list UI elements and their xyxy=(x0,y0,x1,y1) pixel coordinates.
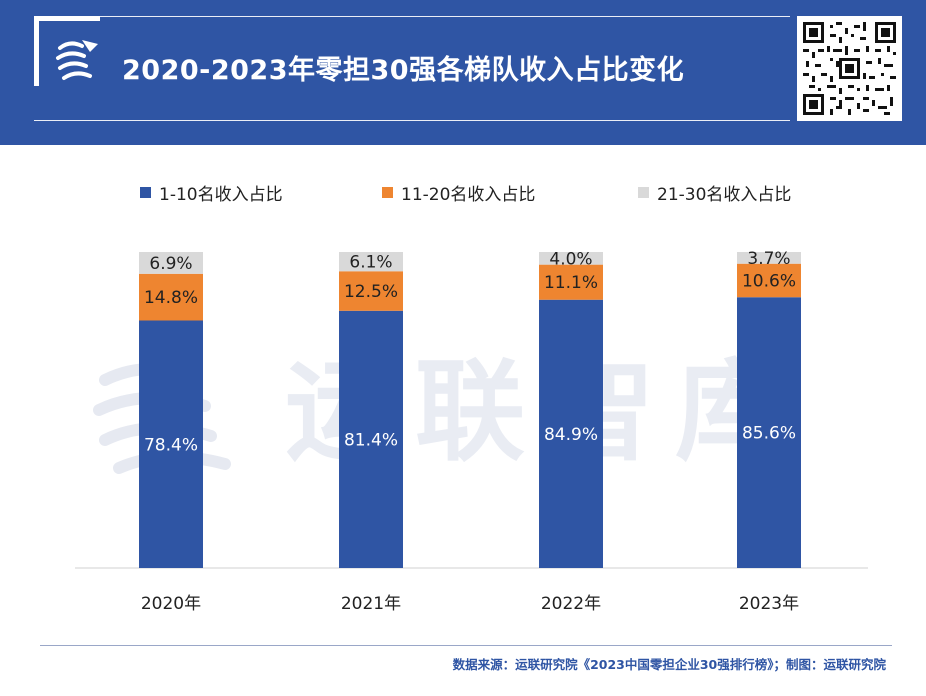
x-tick-label-2: 2021年 xyxy=(341,594,401,614)
legend-item-21-30: 21-30名收入占比 xyxy=(638,180,791,205)
header-banner: 2020-2023年零担30强各梯队收入占比变化 xyxy=(0,0,926,145)
data-label-2-1: 14.8% xyxy=(144,288,198,308)
chart-legend: 1-10名收入占比 11-20名收入占比 21-30名收入占比 xyxy=(0,180,926,205)
legend-label-11-20: 11-20名收入占比 xyxy=(401,185,536,205)
bar-segment-3-2 xyxy=(339,252,403,272)
bar-segment-2-3 xyxy=(539,264,603,300)
page-title: 2020-2023年零担30强各梯队收入占比变化 xyxy=(122,55,685,86)
x-tick-label-4: 2023年 xyxy=(739,594,799,614)
data-label-3-4: 3.7% xyxy=(747,249,790,269)
legend-swatch-21-30 xyxy=(638,187,649,198)
header-corner-horizontal xyxy=(34,16,100,21)
legend-swatch-11-20 xyxy=(382,187,393,198)
x-tick-label-3: 2022年 xyxy=(541,594,601,614)
x-tick-label-1: 2020年 xyxy=(141,594,201,614)
data-label-2-3: 11.1% xyxy=(544,273,598,293)
bar-segment-1-4 xyxy=(737,297,801,568)
bar-segment-2-4 xyxy=(737,263,801,298)
qr-code-icon xyxy=(803,22,896,115)
data-label-1-1: 78.4% xyxy=(144,435,198,455)
data-label-2-2: 12.5% xyxy=(344,282,398,302)
stacked-bar-chart: 78.4% 14.8% 6.9% 2020年 81.4% 12.5% 6.1% 2021年 84… xyxy=(75,249,868,614)
legend-item-top10: 1-10名收入占比 xyxy=(140,180,283,205)
bar-segment-1-1 xyxy=(139,320,203,568)
data-source-note: 数据来源：运联研究院《2023中国零担企业30强排行榜》；制图：运联研究院 xyxy=(452,657,886,672)
data-label-3-2: 6.1% xyxy=(349,253,392,273)
header-divider-top xyxy=(100,16,790,17)
legend-label-21-30: 21-30名收入占比 xyxy=(657,185,792,205)
bar-segment-2-1 xyxy=(139,273,203,321)
bar-segment-3-3 xyxy=(539,252,603,265)
bar-segment-3-4 xyxy=(737,252,801,264)
bar-segment-2-2 xyxy=(339,271,403,311)
legend-item-11-20: 11-20名收入占比 xyxy=(382,180,535,205)
data-label-1-2: 81.4% xyxy=(344,430,398,450)
header-divider-bottom xyxy=(34,120,790,121)
bar-segment-1-3 xyxy=(539,299,603,568)
header-corner-vertical xyxy=(34,16,39,86)
bar-segment-3-1 xyxy=(139,252,203,274)
legend-swatch-top10 xyxy=(140,187,151,198)
footer-divider xyxy=(40,645,892,646)
data-label-1-3: 84.9% xyxy=(544,425,598,445)
data-label-3-3: 4.0% xyxy=(549,249,592,269)
data-label-3-1: 6.9% xyxy=(149,254,192,274)
data-label-1-4: 85.6% xyxy=(742,424,796,444)
bar-segment-1-2 xyxy=(339,310,403,568)
qr-code xyxy=(797,16,902,121)
data-label-2-4: 10.6% xyxy=(742,271,796,291)
brand-logo-icon xyxy=(56,40,98,80)
legend-label-top10: 1-10名收入占比 xyxy=(159,185,283,205)
